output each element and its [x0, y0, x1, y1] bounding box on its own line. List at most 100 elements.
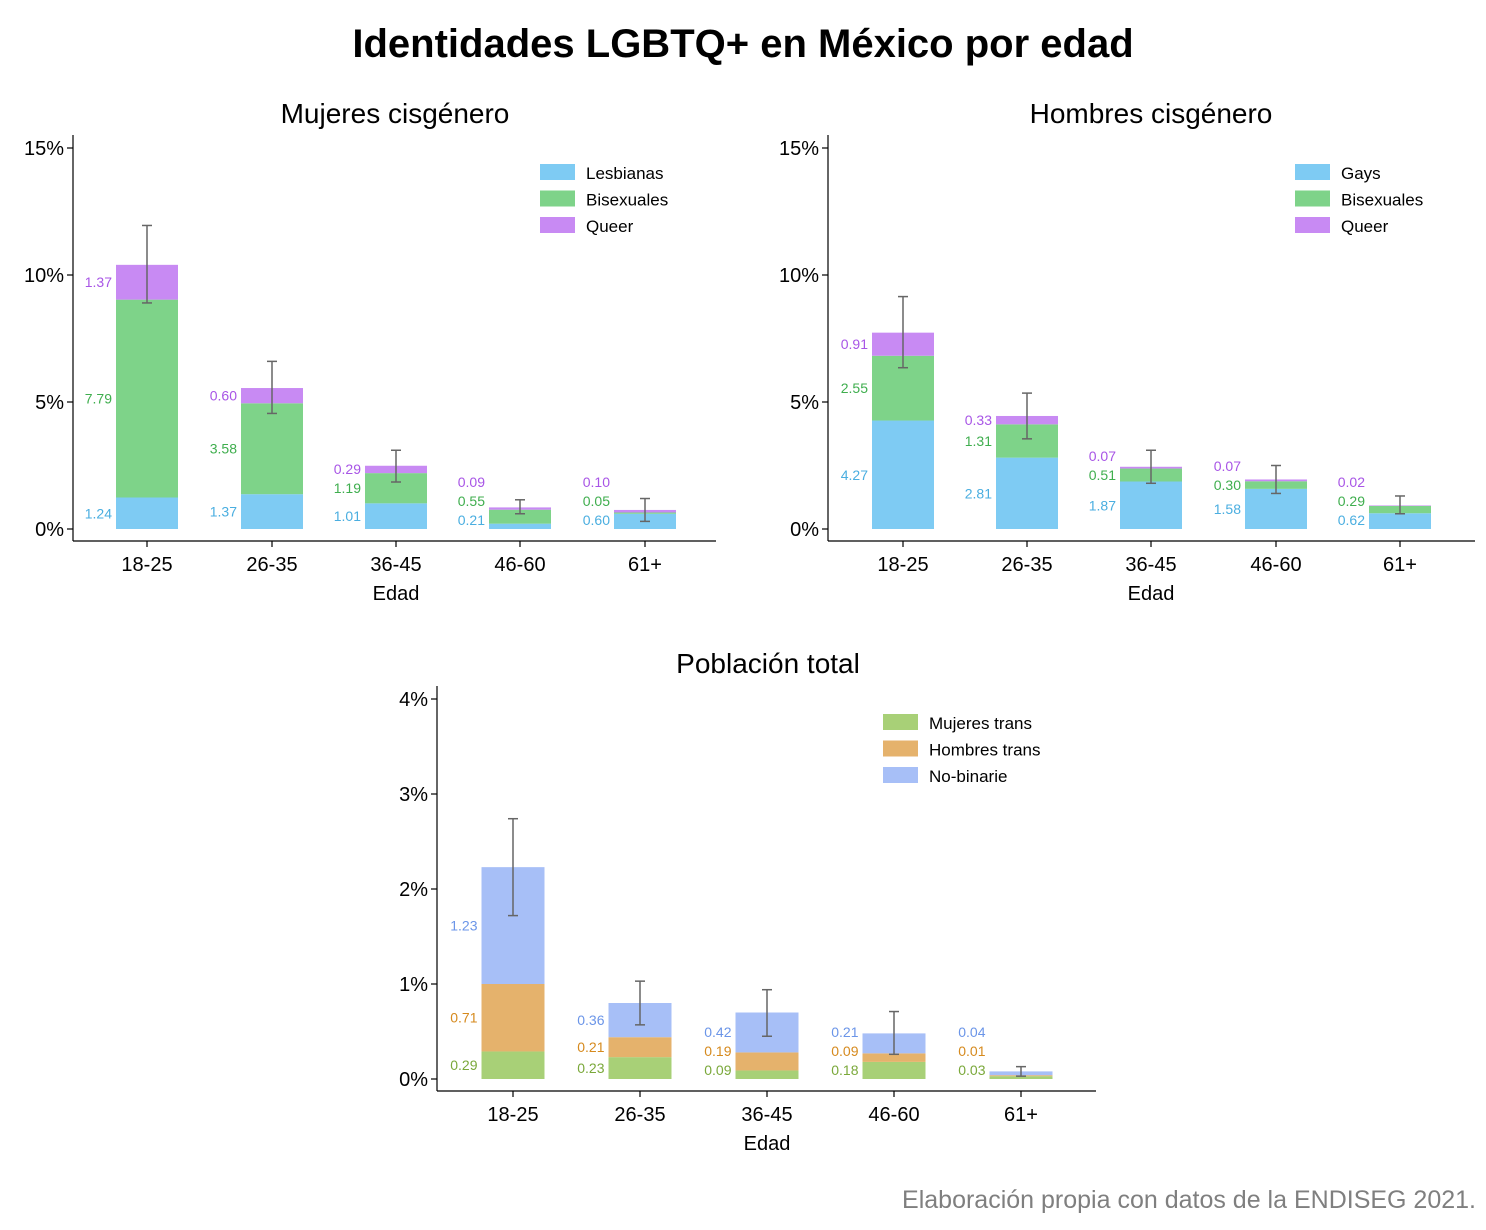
panel-1-value-label: 0.21: [458, 512, 485, 528]
panel-3-y-tick-label: 3%: [399, 784, 428, 806]
panel-3-legend-swatch: [883, 740, 918, 757]
panel-3-value-label: 0.03: [958, 1062, 985, 1078]
panel-1-value-label: 1.24: [85, 505, 112, 521]
panel-2-value-label: 2.81: [965, 485, 992, 501]
panel-3-bar-mujeres-trans-5: [989, 1076, 1053, 1079]
panel-1-legend-label: Queer: [586, 217, 634, 236]
panel-2-value-label: 2.55: [841, 380, 868, 396]
panel-1-x-tick-label: 26-35: [246, 554, 297, 576]
panel-1-legend-swatch: [540, 190, 575, 207]
panel-3-value-label: 0.19: [704, 1043, 731, 1059]
panel-2-legend-label: Queer: [1341, 217, 1389, 236]
panel-3-legend-swatch: [883, 767, 918, 783]
panel-3-value-label: 0.21: [577, 1039, 604, 1055]
panel-1-legend-label: Bisexuales: [586, 191, 668, 210]
panel-2-title: Hombres cisgénero: [1030, 98, 1273, 129]
panel-2-value-label: 1.31: [965, 433, 992, 449]
panel-2-value-label: 0.07: [1214, 458, 1241, 474]
source-note: Elaboración propia con datos de la ENDIS…: [902, 1186, 1476, 1214]
panel-2-bar-gays-3: [1120, 481, 1182, 529]
panel-1-value-label: 1.37: [210, 504, 237, 520]
panel-1-y-tick-label: 10%: [24, 265, 64, 287]
panel-3-y-tick-label: 0%: [399, 1069, 428, 1091]
panel-1-y-tick-label: 15%: [24, 138, 64, 160]
panel-3-bar-mujeres-trans-3: [735, 1070, 799, 1079]
panel-2-value-label: 0.02: [1338, 474, 1365, 490]
panel-3-legend-swatch: [883, 714, 918, 730]
panel-1-bar-bisexuales-2: [241, 403, 303, 495]
panel-1-legend-swatch: [540, 164, 575, 180]
panel-2-y-tick-label: 0%: [790, 519, 819, 541]
panel-3-value-label: 0.36: [577, 1012, 604, 1028]
panel-3-value-label: 0.09: [831, 1043, 858, 1059]
panel-2-y-tick-label: 5%: [790, 392, 819, 414]
panel-2-value-label: 0.29: [1338, 493, 1365, 509]
panel-1-y-tick-label: 5%: [35, 392, 64, 414]
panel-2-bar-gays-5: [1369, 513, 1431, 529]
panel-3-bar-hombres-trans-2: [608, 1037, 672, 1058]
panel-3-value-label: 0.21: [831, 1024, 858, 1040]
panel-1-x-axis-label: Edad: [373, 583, 420, 605]
panel-2-value-label: 0.62: [1338, 512, 1365, 528]
panel-1-bar-lesbianas-4: [489, 523, 551, 529]
panel-2-value-label: 0.33: [965, 412, 992, 428]
panel-3-x-tick-label: 46-60: [868, 1104, 919, 1126]
panel-3-x-tick-label: 18-25: [487, 1104, 538, 1126]
panel-3-bar-hombres-trans-1: [481, 984, 545, 1052]
panel-1-value-label: 0.05: [583, 493, 610, 509]
panel-1-x-tick-label: 61+: [628, 554, 662, 576]
panel-2-x-axis-label: Edad: [1128, 583, 1175, 605]
panel-2-bar-gays-2: [996, 457, 1058, 529]
panel-2-x-tick-label: 61+: [1383, 554, 1417, 576]
panel-3-bar-hombres-trans-3: [735, 1052, 799, 1071]
panel-1-x-tick-label: 36-45: [370, 554, 421, 576]
panel-2-value-label: 0.07: [1089, 448, 1116, 464]
panel-1-value-label: 0.10: [583, 474, 610, 490]
panel-3-value-label: 0.04: [958, 1024, 985, 1040]
panel-2-value-label: 1.58: [1214, 501, 1241, 517]
panel-2-x-tick-label: 46-60: [1250, 554, 1301, 576]
panel-3-legend-label: Mujeres trans: [929, 714, 1032, 733]
panel-2-y-tick-label: 15%: [779, 138, 819, 160]
panel-1-x-tick-label: 46-60: [494, 554, 545, 576]
panel-2-legend-swatch: [1295, 164, 1330, 180]
panel-3-bar-mujeres-trans-1: [481, 1051, 545, 1079]
panel-3-title: Población total: [676, 648, 860, 679]
panel-2-legend-label: Gays: [1341, 164, 1381, 183]
panel-3-x-tick-label: 36-45: [741, 1104, 792, 1126]
panel-2-value-label: 0.91: [841, 336, 868, 352]
panel-3-y-tick-label: 4%: [399, 689, 428, 711]
panel-3-bar-hombres-trans-4: [862, 1053, 926, 1062]
panel-1-bar-lesbianas-2: [241, 494, 303, 529]
panel-1-x-tick-label: 18-25: [121, 554, 172, 576]
panel-1-value-label: 0.09: [458, 474, 485, 490]
panel-2-legend-swatch: [1295, 217, 1330, 233]
panel-2-legend-swatch: [1295, 190, 1330, 207]
panel-1-value-label: 0.29: [334, 461, 361, 477]
panel-3-value-label: 0.18: [831, 1062, 858, 1078]
panel-1-value-label: 0.55: [458, 493, 485, 509]
panel-1-value-label: 1.37: [85, 274, 112, 290]
panel-2-bar-gays-4: [1245, 488, 1307, 529]
panel-1-legend-label: Lesbianas: [586, 164, 664, 183]
main-title: Identidades LGBTQ+ en México por edad: [352, 22, 1134, 66]
panel-3-value-label: 0.42: [704, 1024, 731, 1040]
panel-1-value-label: 0.60: [583, 512, 610, 528]
panel-1-value-label: 3.58: [210, 441, 237, 457]
panel-2-value-label: 0.30: [1214, 477, 1241, 493]
panel-3-x-tick-label: 61+: [1004, 1104, 1038, 1126]
panel-1-bar-lesbianas-1: [116, 497, 178, 529]
panel-1-title: Mujeres cisgénero: [281, 98, 510, 129]
panel-1-value-label: 1.01: [334, 508, 361, 524]
panel-2-value-label: 0.51: [1089, 467, 1116, 483]
panel-1-value-label: 0.60: [210, 388, 237, 404]
panel-3-value-label: 0.71: [450, 1010, 477, 1026]
panel-1-y-tick-label: 0%: [35, 519, 64, 541]
panel-1-bar-lesbianas-3: [365, 503, 427, 529]
panel-3-x-tick-label: 26-35: [614, 1104, 665, 1126]
panel-3-legend-label: No-binarie: [929, 767, 1007, 786]
panel-2-legend-label: Bisexuales: [1341, 191, 1423, 210]
panel-1-bar-bisexuales-4: [489, 509, 551, 524]
panel-1-value-label: 1.19: [334, 480, 361, 496]
